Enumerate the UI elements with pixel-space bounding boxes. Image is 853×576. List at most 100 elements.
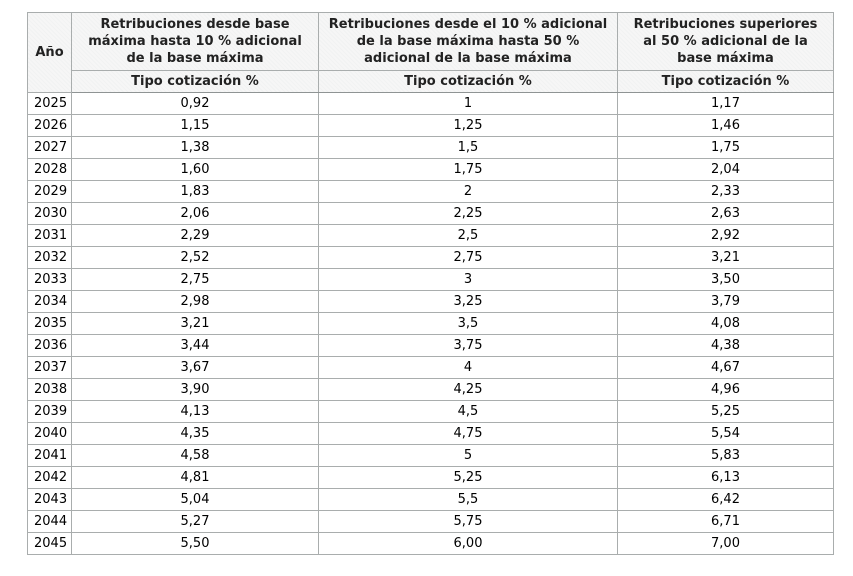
table-body: 2025 0,92 1 1,17 2026 1,15 1,25 1,46 2027 1,38 1,5… — [27, 92, 834, 555]
table-row: 2042 4,81 5,25 6,13 — [27, 466, 834, 489]
year-cell: 2027 — [27, 136, 72, 159]
rate-cell: 4,38 — [617, 334, 834, 357]
table-row: 2043 5,04 5,5 6,42 — [27, 488, 834, 511]
table-row: 2040 4,35 4,75 5,54 — [27, 422, 834, 445]
table-row: 2028 1,60 1,75 2,04 — [27, 158, 834, 181]
rate-cell: 3,67 — [71, 356, 319, 379]
year-cell: 2042 — [27, 466, 72, 489]
year-cell: 2038 — [27, 378, 72, 401]
rate-cell: 7,00 — [617, 532, 834, 555]
rate-cell: 5,83 — [617, 444, 834, 467]
rate-cell: 5,50 — [71, 532, 319, 555]
year-cell: 2031 — [27, 224, 72, 247]
rate-cell: 5 — [318, 444, 618, 467]
rate-cell: 1,60 — [71, 158, 319, 181]
rate-cell: 2,04 — [617, 158, 834, 181]
rate-cell: 4,81 — [71, 466, 319, 489]
rate-cell: 2,92 — [617, 224, 834, 247]
header-row-titles: Año Retribuciones desde base máxima hast… — [27, 12, 834, 93]
rate-cell: 3 — [318, 268, 618, 291]
year-column-header: Año — [27, 12, 72, 93]
rate-cell: 5,25 — [318, 466, 618, 489]
rate-cell: 3,21 — [71, 312, 319, 335]
rate-cell: 4,5 — [318, 400, 618, 423]
table-row: 2034 2,98 3,25 3,79 — [27, 290, 834, 313]
rate-cell: 4,58 — [71, 444, 319, 467]
year-cell: 2032 — [27, 246, 72, 269]
table-row: 2033 2,75 3 3,50 — [27, 268, 834, 291]
cotizacion-table-container: Año Retribuciones desde base máxima hast… — [27, 12, 834, 555]
year-cell: 2040 — [27, 422, 72, 445]
rate-cell: 1 — [318, 92, 618, 115]
table-row: 2037 3,67 4 4,67 — [27, 356, 834, 379]
rate-cell: 6,00 — [318, 532, 618, 555]
rate-cell: 3,44 — [71, 334, 319, 357]
table-row: 2032 2,52 2,75 3,21 — [27, 246, 834, 269]
rate-cell: 1,75 — [617, 136, 834, 159]
year-cell: 2028 — [27, 158, 72, 181]
rate-cell: 2,75 — [318, 246, 618, 269]
rate-cell: 6,71 — [617, 510, 834, 533]
year-cell: 2043 — [27, 488, 72, 511]
table-row: 2030 2,06 2,25 2,63 — [27, 202, 834, 225]
rate-cell: 3,50 — [617, 268, 834, 291]
year-cell: 2025 — [27, 92, 72, 115]
year-cell: 2030 — [27, 202, 72, 225]
rate-cell: 4,96 — [617, 378, 834, 401]
rate-cell: 2,33 — [617, 180, 834, 203]
rate-cell: 2,25 — [318, 202, 618, 225]
rate-cell: 4,67 — [617, 356, 834, 379]
rate-cell: 3,25 — [318, 290, 618, 313]
rate-cell: 2,98 — [71, 290, 319, 313]
year-cell: 2035 — [27, 312, 72, 335]
rate-cell: 6,42 — [617, 488, 834, 511]
year-cell: 2036 — [27, 334, 72, 357]
table-row: 2039 4,13 4,5 5,25 — [27, 400, 834, 423]
year-cell: 2039 — [27, 400, 72, 423]
table-row: 2025 0,92 1 1,17 — [27, 92, 834, 115]
rate-cell: 1,25 — [318, 114, 618, 137]
subheader-tipo-cotizacion-3: Tipo cotización % — [617, 70, 834, 93]
rate-cell: 2,29 — [71, 224, 319, 247]
rate-cell: 1,83 — [71, 180, 319, 203]
rate-cell: 6,13 — [617, 466, 834, 489]
rate-cell: 3,5 — [318, 312, 618, 335]
rate-cell: 0,92 — [71, 92, 319, 115]
rate-cell: 4,25 — [318, 378, 618, 401]
table-row: 2045 5,50 6,00 7,00 — [27, 532, 834, 555]
header-row-subtitles: Tipo cotización % Tipo cotización % Tipo… — [28, 70, 834, 93]
table-row: 2038 3,90 4,25 4,96 — [27, 378, 834, 401]
year-cell: 2037 — [27, 356, 72, 379]
rate-cell: 2,75 — [71, 268, 319, 291]
rate-cell: 3,75 — [318, 334, 618, 357]
cotizacion-table: Año Retribuciones desde base máxima hast… — [27, 12, 834, 555]
column-header-10-to-50: Retribuciones desde el 10 % adicional de… — [318, 12, 618, 71]
year-cell: 2029 — [27, 180, 72, 203]
table-row: 2031 2,29 2,5 2,92 — [27, 224, 834, 247]
table-row: 2035 3,21 3,5 4,08 — [27, 312, 834, 335]
rate-cell: 3,79 — [617, 290, 834, 313]
rate-cell: 1,17 — [617, 92, 834, 115]
rate-cell: 5,5 — [318, 488, 618, 511]
rate-cell: 5,75 — [318, 510, 618, 533]
rate-cell: 4 — [318, 356, 618, 379]
rate-cell: 5,04 — [71, 488, 319, 511]
rate-cell: 4,08 — [617, 312, 834, 335]
rate-cell: 1,15 — [71, 114, 319, 137]
rate-cell: 5,54 — [617, 422, 834, 445]
rate-cell: 1,38 — [71, 136, 319, 159]
rate-cell: 3,21 — [617, 246, 834, 269]
table-row: 2029 1,83 2 2,33 — [27, 180, 834, 203]
table-row: 2044 5,27 5,75 6,71 — [27, 510, 834, 533]
year-cell: 2034 — [27, 290, 72, 313]
year-cell: 2033 — [27, 268, 72, 291]
rate-cell: 5,27 — [71, 510, 319, 533]
table-row: 2027 1,38 1,5 1,75 — [27, 136, 834, 159]
rate-cell: 2,52 — [71, 246, 319, 269]
rate-cell: 2,5 — [318, 224, 618, 247]
rate-cell: 5,25 — [617, 400, 834, 423]
table-row: 2026 1,15 1,25 1,46 — [27, 114, 834, 137]
rate-cell: 3,90 — [71, 378, 319, 401]
column-header-base-to-10: Retribuciones desde base máxima hasta 10… — [71, 12, 319, 71]
rate-cell: 4,13 — [71, 400, 319, 423]
